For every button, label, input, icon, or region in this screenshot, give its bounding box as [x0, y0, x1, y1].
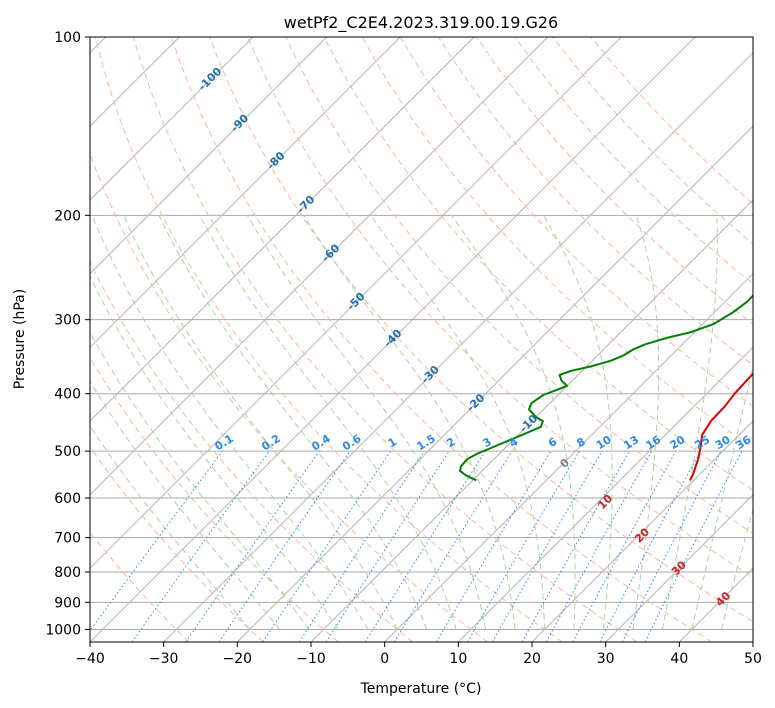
x-tick-label: 10: [449, 651, 467, 667]
profile-lines: [459, 294, 753, 482]
isotherm-0: [384, 272, 753, 642]
y-tick-label: 800: [54, 565, 81, 581]
isotherm--20: [236, 125, 753, 642]
thermo-grid: [90, 37, 753, 642]
moist-adiabat: [158, 215, 428, 630]
moist-adiabat: [199, 215, 457, 630]
mixing-ratio-0.2: [131, 450, 270, 642]
isotherm--60: [90, 37, 549, 496]
dry-adiabat--20: [90, 446, 264, 642]
dry-adiabat-30: [132, 37, 638, 642]
x-tick-label: −40: [75, 651, 105, 667]
moist-adiabat: [91, 215, 369, 630]
y-tick-label: 500: [54, 444, 81, 460]
y-tick-label: 100: [54, 30, 81, 46]
mixing-ratio-16: [545, 450, 653, 642]
mixing-ratio-1.5: [298, 450, 425, 642]
x-tick-label: 20: [523, 651, 541, 667]
x-axis-label: Temperature (°C): [360, 681, 482, 697]
isotherm-20: [531, 420, 753, 642]
isotherm--40: [90, 37, 696, 642]
moist-adiabat: [451, 215, 576, 630]
x-tick-label: −30: [149, 651, 179, 667]
moist-adiabat: [632, 215, 660, 630]
isotherm--70: [90, 37, 475, 422]
isotherm--90: [90, 37, 328, 275]
moist-adiabat: [303, 215, 516, 630]
x-tick-label: 40: [670, 651, 688, 667]
mixing-ratio-13: [521, 450, 630, 642]
moist-adiabat: [661, 215, 718, 630]
mixing-ratio-1: [262, 450, 392, 642]
dewpoint-line: [459, 294, 753, 482]
y-tick-label: 1000: [45, 622, 81, 638]
isotherm--80: [90, 37, 401, 349]
y-tick-label: 600: [54, 491, 81, 507]
moist-adiabat: [123, 215, 398, 630]
dry-adiabat-70: [285, 37, 753, 535]
mixing-ratio-2: [325, 450, 450, 642]
plot-frame: [89, 36, 754, 643]
y-tick-label: 300: [54, 313, 81, 329]
dry-adiabat-0: [90, 260, 414, 642]
dry-adiabat--10: [90, 356, 339, 642]
dry-adiabat-80: [323, 37, 753, 491]
chart-title: wetPf2_C2E4.2023.319.00.19.G26: [284, 13, 558, 33]
dry-adiabat-130: [514, 37, 753, 285]
moist-adiabat: [370, 215, 546, 630]
dry-adiabat-60: [247, 37, 753, 578]
mixing-ratio-20: [572, 450, 677, 642]
x-tick-label: 50: [744, 651, 762, 667]
moist-adiabat: [90, 424, 251, 630]
isotherm--50: [90, 37, 622, 570]
x-tick-label: 0: [380, 651, 389, 667]
moist-adiabat: [90, 331, 310, 630]
mixing-ratio-0.6: [218, 450, 351, 642]
x-tick-label: −20: [223, 651, 253, 667]
dry-adiabat-40: [171, 37, 712, 642]
mixing-ratio-4: [393, 450, 513, 642]
x-tick-label: −10: [296, 651, 326, 667]
y-tick-label: 900: [54, 595, 81, 611]
x-tick-label: 30: [597, 651, 615, 667]
y-tick-label: 400: [54, 387, 81, 403]
x-axis: −40 −30 −20 −10 0 10 20 30 40 50: [75, 642, 762, 667]
dry-adiabat-120: [476, 37, 753, 325]
temperature-line: [689, 372, 753, 481]
moist-adiabat: [90, 275, 339, 630]
isotherm-50: [752, 641, 753, 642]
isotherm-10: [457, 346, 753, 642]
isotherm--100: [90, 37, 254, 201]
moist-adiabat: [691, 363, 753, 630]
mixing-ratio-0.4: [185, 450, 320, 642]
moist-adiabat: [542, 215, 613, 630]
y-tick-label: 200: [54, 208, 81, 224]
y-axis-label: Pressure (hPa): [12, 289, 28, 389]
mixing-ratio-0.1: [90, 450, 223, 632]
y-tick-label: 700: [54, 531, 81, 547]
moist-adiabat: [246, 215, 487, 630]
dry-adiabat-20: [94, 37, 563, 642]
y-axis: 1000 900 800 700 600 500 400 300 200 100: [45, 30, 90, 638]
plot-background: [90, 37, 753, 642]
isotherm--30: [163, 51, 753, 642]
isotherm-30: [605, 493, 753, 642]
dry-adiabat-50: [209, 37, 753, 623]
mixing-ratio-36: [644, 450, 743, 642]
